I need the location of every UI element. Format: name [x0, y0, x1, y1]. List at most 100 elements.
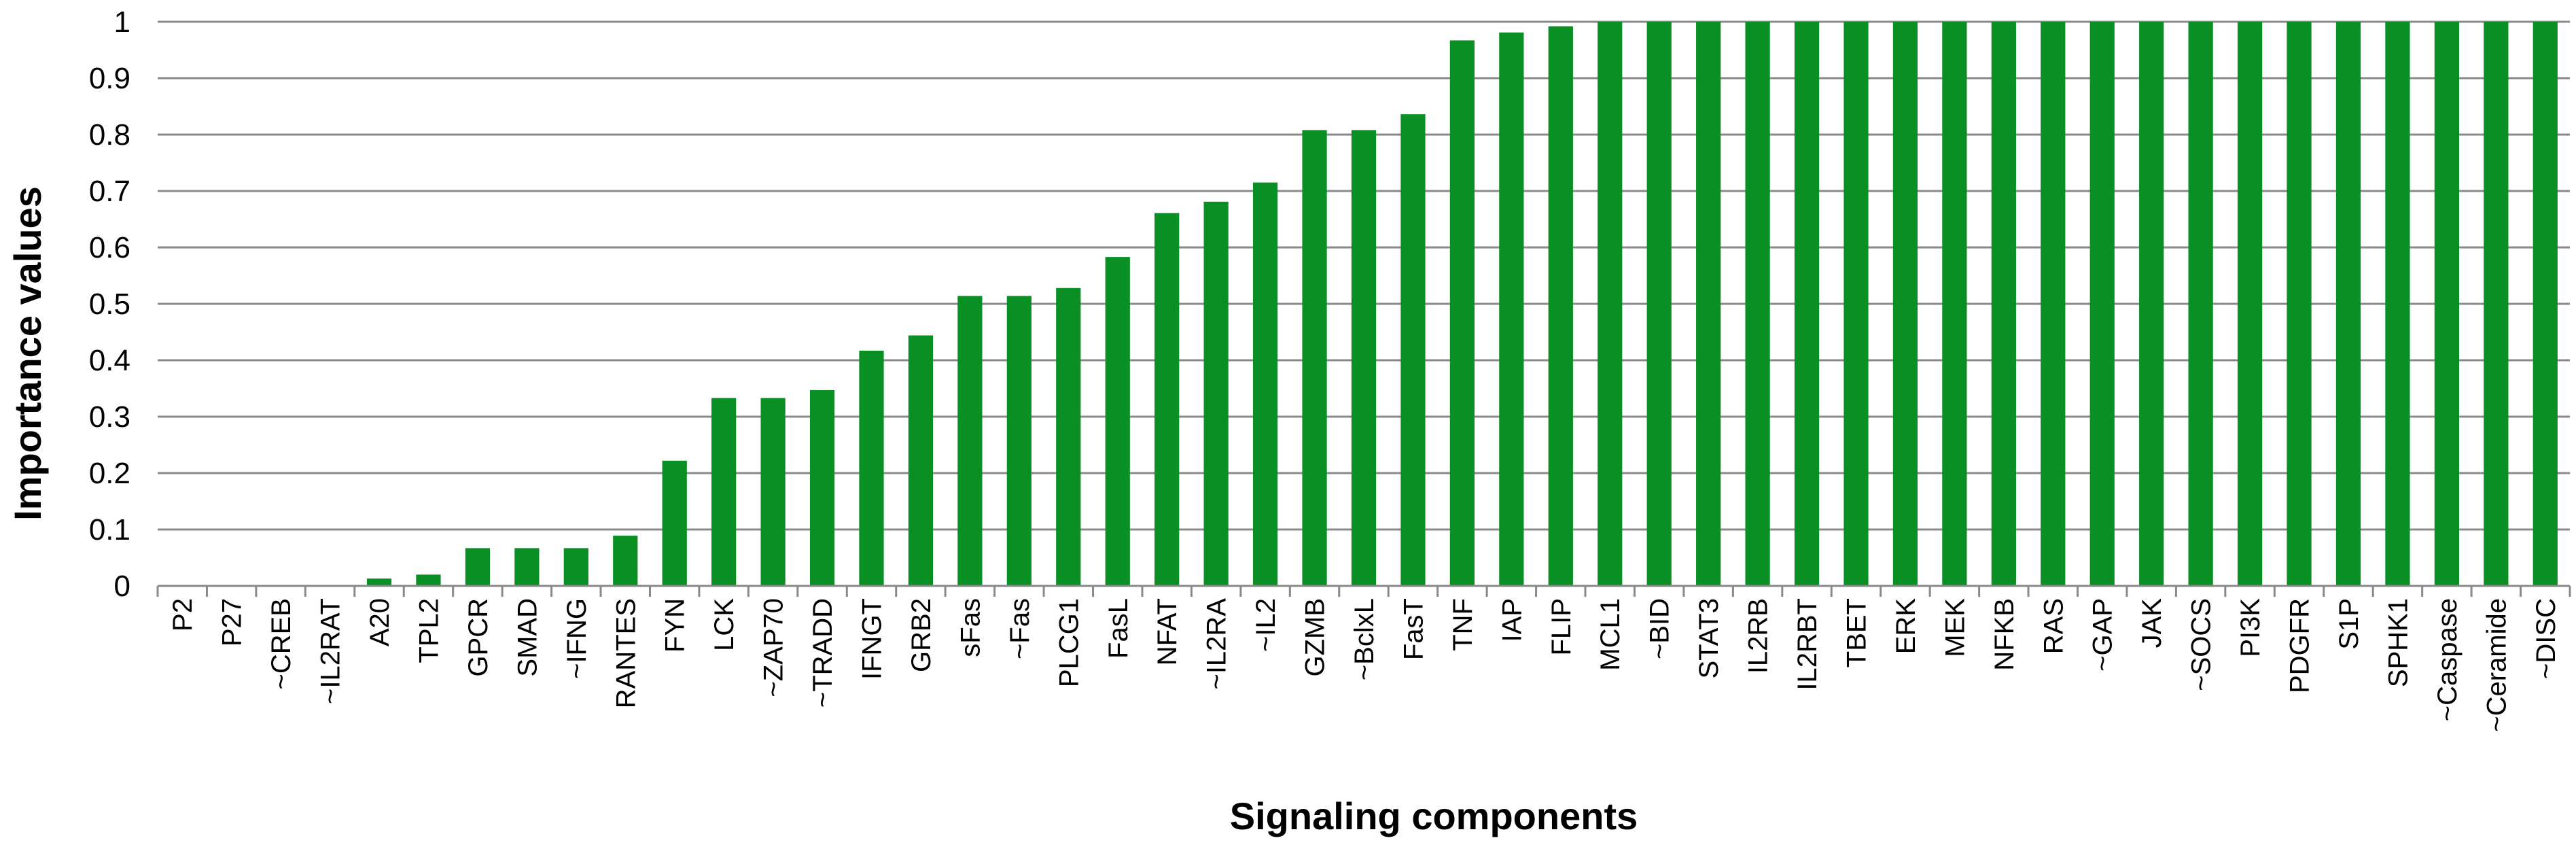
x-tick-label: ~Caspase [2433, 598, 2463, 721]
bar [2484, 22, 2509, 586]
bar [613, 536, 638, 586]
bar [1598, 22, 1623, 586]
bar [563, 548, 588, 586]
x-tick-label: ~BID [1645, 598, 1675, 659]
bar [1892, 22, 1918, 586]
bar [957, 296, 983, 586]
x-axis-ticks [156, 586, 2571, 597]
bar [465, 548, 491, 586]
bar [1991, 22, 2016, 586]
bar [1696, 22, 1721, 586]
x-tick-label: NFAT [1152, 598, 1182, 665]
bar [1745, 22, 1770, 586]
x-tick-label: IFNGT [858, 598, 887, 680]
x-tick-label: IL2RBT [1793, 598, 1822, 691]
x-tick-label: TNF [1448, 598, 1478, 651]
x-tick-label: GRB2 [906, 598, 936, 672]
bar [1548, 26, 1573, 586]
y-tick-label: 0.5 [89, 288, 130, 321]
y-tick-label: 1 [114, 5, 130, 39]
y-tick-label: 0.9 [89, 62, 130, 95]
x-tick-label: SMAD [512, 598, 542, 677]
y-tick-labels: 0 0.1 0.2 0.3 0.4 0.5 0.6 0.7 0.8 0.9 1 [89, 5, 130, 603]
bar [2041, 22, 2066, 586]
x-tick-label: MEK [1940, 598, 1970, 657]
x-tick-label: ~Fas [1005, 598, 1035, 659]
x-tick-label: sFas [955, 598, 985, 657]
y-axis-title: Importance values [6, 186, 49, 521]
bar [2385, 22, 2410, 586]
bar [366, 578, 392, 586]
bar [1351, 130, 1377, 587]
x-tick-label: PDGFR [2285, 598, 2315, 693]
x-tick-label: ~SOCS [2187, 598, 2217, 691]
y-tick-label: 0.4 [89, 344, 130, 377]
x-tick-label: P2 [168, 598, 198, 631]
x-tick-label: ~IL2RAT [316, 598, 346, 704]
x-tick-label: MCL1 [1595, 598, 1625, 671]
x-tick-label: ~GAP [2088, 598, 2118, 672]
x-tick-label: SPHK1 [2383, 598, 2413, 687]
x-tick-label: GZMB [1301, 598, 1330, 677]
x-tick-label: ~ZAP70 [759, 598, 789, 697]
bar [859, 350, 884, 586]
x-tick-label: JAK [2137, 598, 2167, 648]
x-tick-label: S1P [2334, 598, 2364, 650]
bar [1499, 32, 1524, 586]
x-axis-title: Signaling components [1230, 795, 1638, 837]
y-tick-label: 0.6 [89, 231, 130, 264]
x-tick-label: FasL [1104, 598, 1133, 659]
y-tick-label: 0.2 [89, 457, 130, 490]
bar [2237, 22, 2263, 586]
bar [2287, 22, 2312, 586]
y-tick-label: 0.7 [89, 175, 130, 208]
bar [1942, 22, 1967, 586]
x-tick-label: ~TRADD [808, 598, 838, 708]
bar [2434, 22, 2459, 586]
x-tick-label: FasT [1398, 598, 1428, 660]
x-tick-label: STAT3 [1694, 598, 1724, 679]
x-tick-label: LCK [709, 598, 739, 651]
x-tick-label: ERK [1891, 598, 1921, 655]
x-tick-label: A20 [365, 598, 395, 646]
x-tick-label: ~CREB [266, 598, 296, 690]
bar [2139, 22, 2164, 586]
x-tick-label: PLCG1 [1054, 598, 1084, 687]
bar [1203, 201, 1229, 586]
x-tick-labels: P2 P27 ~CREB ~IL2RAT A20 TPL2 GPCR SMAD ~IFNG RAN… [168, 598, 2561, 732]
bar [1006, 296, 1031, 586]
bar [662, 460, 687, 586]
bar [1056, 288, 1081, 586]
bars [366, 22, 2558, 587]
bar [1154, 213, 1180, 586]
x-tick-label: ~DISC [2531, 598, 2561, 679]
bar [1794, 22, 1820, 586]
y-tick-label: 0 [114, 570, 130, 603]
bar [2335, 22, 2361, 586]
x-tick-label: ~IFNG [562, 598, 592, 679]
bar [1400, 114, 1426, 586]
x-tick-label: TBET [1841, 598, 1871, 667]
y-tick-label: 0.3 [89, 400, 130, 434]
x-tick-label: ~Ceramide [2482, 598, 2511, 732]
x-tick-label: ~BclxL [1349, 598, 1379, 680]
bar [1843, 22, 1869, 586]
x-tick-label: NFKB [1990, 598, 2019, 671]
bar [1302, 130, 1327, 587]
x-tick-label: FYN [660, 598, 690, 653]
bar [1646, 22, 1672, 586]
bar [760, 398, 786, 586]
x-tick-label: PI3K [2236, 598, 2265, 657]
x-tick-label: IL2RB [1744, 598, 1774, 674]
bar [908, 335, 934, 586]
x-tick-label: ~IL2 [1251, 598, 1281, 652]
y-tick-label: 0.8 [89, 118, 130, 152]
bar [711, 398, 737, 586]
x-tick-label: FLIP [1547, 598, 1576, 655]
bar [416, 574, 441, 586]
bar [1252, 182, 1278, 586]
bar [809, 389, 835, 586]
x-tick-label: RAS [2039, 598, 2068, 654]
x-tick-label: GPCR [463, 598, 493, 677]
bar [2533, 22, 2558, 586]
